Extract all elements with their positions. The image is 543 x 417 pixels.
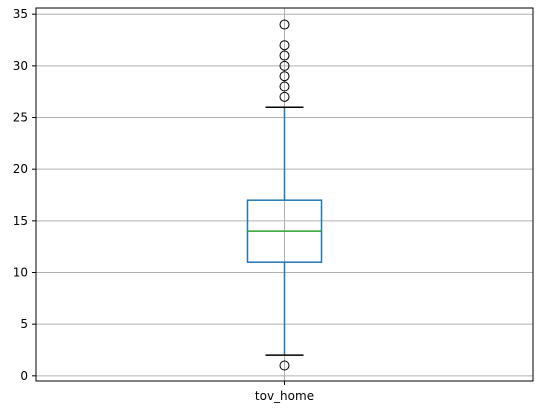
y-tick-label-10: 10 (13, 266, 28, 280)
outlier-point-28 (279, 81, 290, 92)
tick-layer (32, 13, 285, 385)
y-tick-label-15: 15 (13, 214, 28, 228)
outlier-point-29 (279, 71, 290, 82)
y-tick-label-5: 5 (20, 317, 28, 331)
outlier-point-30 (279, 60, 290, 71)
outlier-point-34 (279, 19, 290, 30)
y-tick-label-20: 20 (13, 162, 28, 176)
outlier-point-1 (279, 360, 290, 371)
y-tick-label-35: 35 (13, 7, 28, 21)
y-tick-label-30: 30 (13, 59, 28, 73)
y-tick-label-25: 25 (13, 111, 28, 125)
x-tick-label: tov_home (255, 389, 314, 403)
label-layer: 0 5 10 15 20 25 30 35 tov_home (13, 7, 314, 403)
outlier-point-27 (279, 91, 290, 102)
y-tick-label-0: 0 (20, 369, 28, 383)
outlier-point-31 (279, 50, 290, 61)
outlier-point-32 (279, 40, 290, 51)
box-layer (246, 19, 323, 371)
